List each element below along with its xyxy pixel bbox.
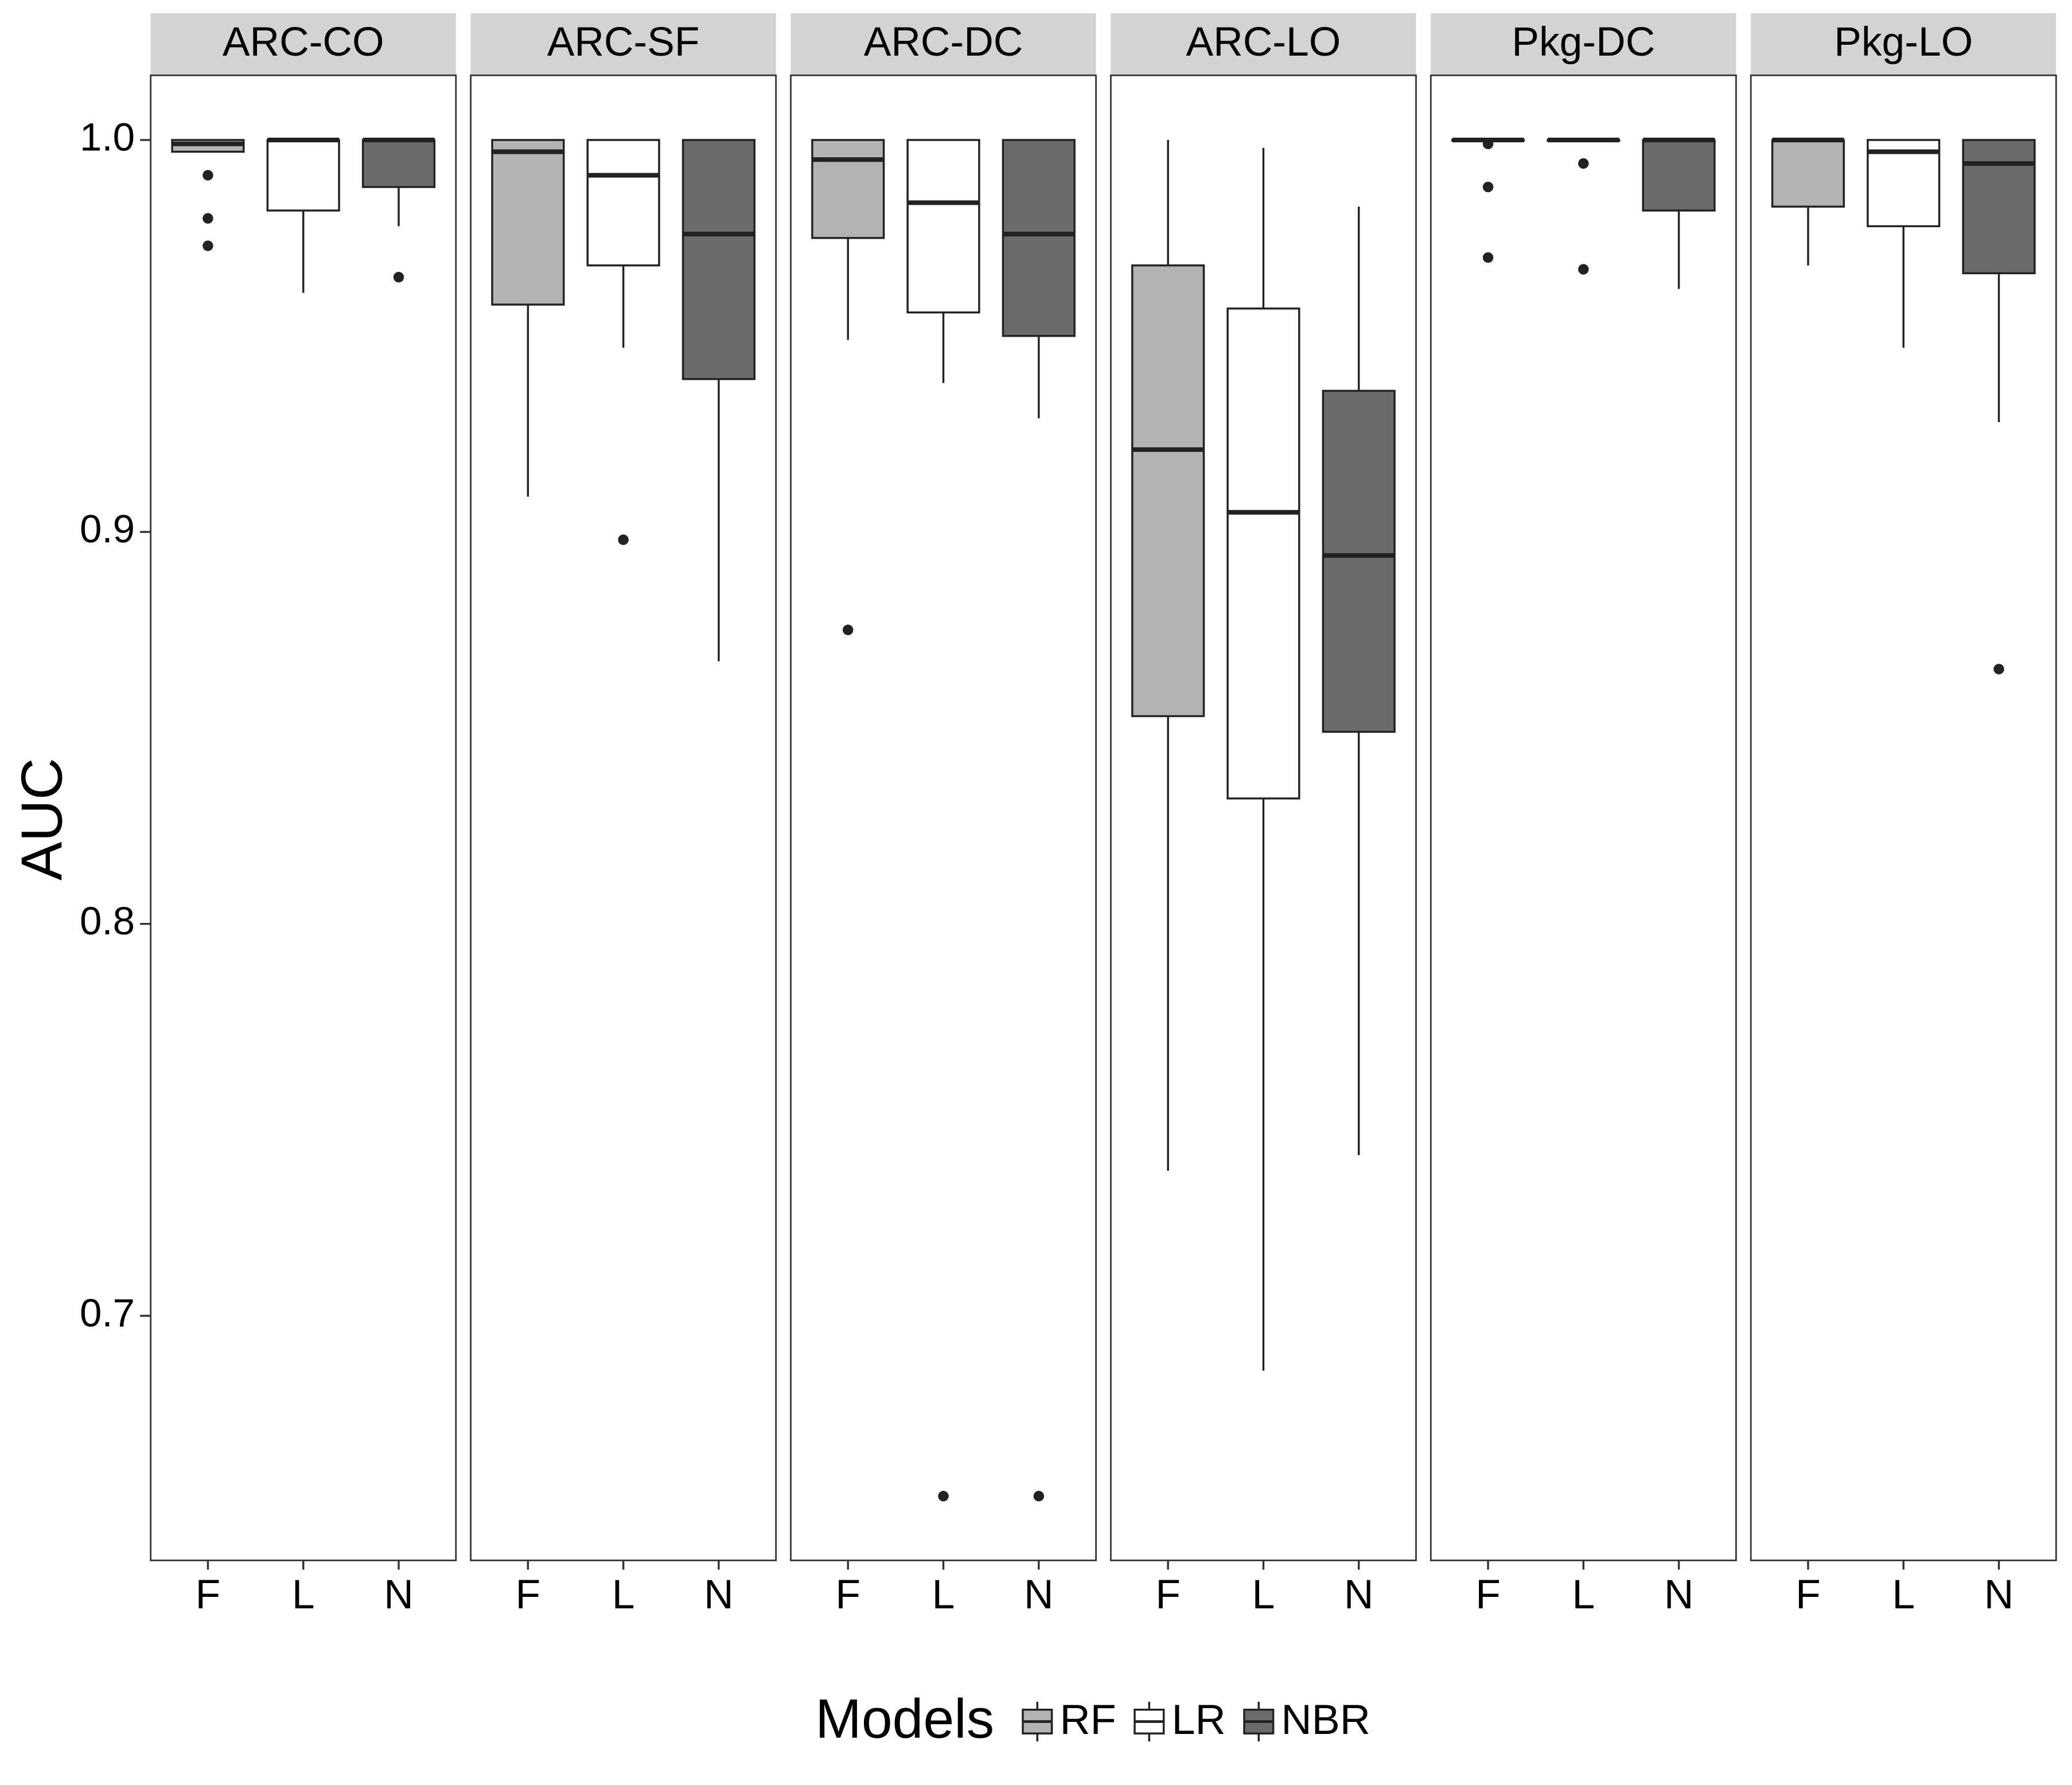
x-tick-label: F <box>516 1572 541 1618</box>
x-tick-label: F <box>835 1572 860 1618</box>
facet-label: ARC-LO <box>1186 19 1341 65</box>
outlier <box>618 534 629 545</box>
box <box>1642 139 1716 212</box>
outlier <box>202 213 213 224</box>
x-tick-label: F <box>196 1572 221 1618</box>
x-tick-label: N <box>704 1572 734 1618</box>
box <box>1131 264 1205 718</box>
x-tick-label: L <box>1892 1572 1915 1618</box>
y-tick-label: 1.0 <box>80 114 135 159</box>
box <box>1226 307 1300 800</box>
outlier <box>1993 664 2004 675</box>
outlier <box>1482 138 1494 150</box>
y-tick-label: 0.9 <box>80 506 135 551</box>
strip <box>1111 13 1416 76</box>
facet-label: ARC-CO <box>223 19 384 65</box>
box <box>586 139 660 267</box>
strip <box>150 13 456 76</box>
outlier <box>393 271 404 283</box>
outlier <box>1482 252 1494 263</box>
strip <box>1751 13 2057 76</box>
legend-title: Models <box>815 1687 994 1749</box>
x-tick-label: N <box>1664 1572 1694 1618</box>
legend-label: RF <box>1060 1696 1116 1743</box>
y-axis-title: AUC <box>9 758 74 880</box>
x-tick-label: F <box>1796 1572 1821 1618</box>
x-tick-label: L <box>1252 1572 1275 1618</box>
outlier <box>202 240 213 251</box>
outlier <box>202 170 213 181</box>
x-tick-label: F <box>1155 1572 1181 1618</box>
x-tick-label: L <box>612 1572 635 1618</box>
x-tick-label: N <box>384 1572 414 1618</box>
box <box>1867 139 1941 228</box>
box <box>906 139 980 314</box>
x-tick-label: N <box>1984 1572 2014 1618</box>
box <box>681 139 755 380</box>
facet-label: ARC-SF <box>547 19 700 65</box>
x-tick-label: L <box>932 1572 955 1618</box>
box <box>811 139 885 239</box>
y-tick-label: 0.7 <box>80 1290 135 1335</box>
x-tick-label: N <box>1344 1572 1374 1618</box>
x-tick-label: N <box>1024 1572 1054 1618</box>
legend-label: NBR <box>1281 1696 1370 1743</box>
outlier <box>1578 158 1589 169</box>
legend-label: LR <box>1171 1696 1225 1743</box>
outlier <box>843 624 854 636</box>
outlier <box>1578 264 1589 275</box>
outlier <box>1482 181 1494 193</box>
facet-label: ARC-DC <box>864 19 1023 65</box>
strip <box>1431 13 1736 76</box>
x-tick-label: L <box>292 1572 315 1618</box>
panel <box>150 74 457 1561</box>
panel <box>1430 74 1737 1561</box>
outlier <box>938 1491 949 1502</box>
x-tick-label: F <box>1475 1572 1501 1618</box>
box <box>266 139 340 212</box>
box <box>1322 389 1396 733</box>
strip <box>470 13 776 76</box>
facet-label: Pkg-LO <box>1834 19 1973 65</box>
box <box>1962 139 2036 275</box>
y-tick-label: 0.8 <box>80 898 135 943</box>
box <box>1771 139 1845 208</box>
x-tick-label: L <box>1572 1572 1595 1618</box>
outlier <box>1033 1491 1045 1502</box>
box <box>1002 139 1076 337</box>
facet-label: Pkg-DC <box>1512 19 1655 65</box>
box <box>491 139 565 306</box>
strip <box>790 13 1096 76</box>
box <box>361 139 436 188</box>
